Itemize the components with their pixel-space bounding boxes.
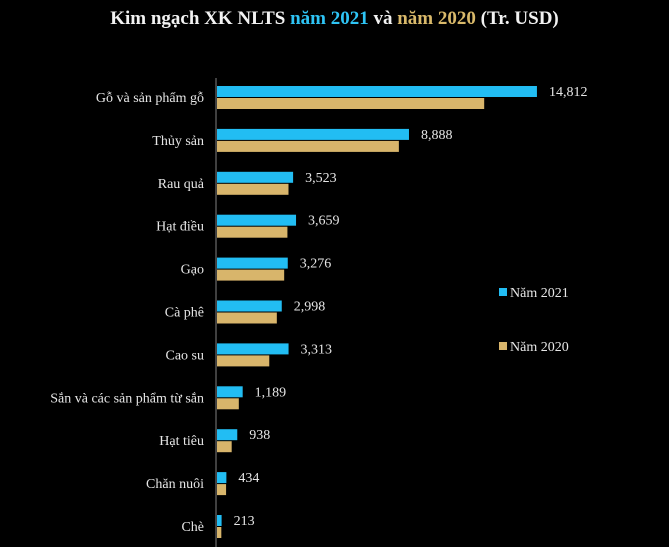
- data-label-2021: 3,523: [305, 171, 337, 186]
- category-label: Sắn và các sản phẩm từ sắn: [50, 391, 204, 406]
- data-label-2021: 2,998: [294, 300, 326, 315]
- bar-2021: [217, 171, 294, 183]
- bar-2020: [217, 183, 289, 195]
- category-label: Cà phê: [165, 306, 204, 321]
- category-label: Chè: [181, 520, 204, 535]
- bar-2021: [217, 472, 227, 484]
- category-label: Chăn nuôi: [146, 477, 204, 492]
- category-label: Cao su: [166, 348, 205, 363]
- data-label-2021: 3,276: [300, 257, 332, 272]
- chart-title: Kim ngạch XK NLTS năm 2021 và năm 2020 (…: [0, 8, 669, 30]
- category-label: Rau quả: [158, 177, 205, 192]
- title-year-2020: năm 2020: [397, 8, 476, 29]
- bar-2020: [217, 484, 227, 496]
- bar-2021: [217, 128, 409, 140]
- category-label: Gỗ và sản phẩm gỗ: [96, 91, 204, 106]
- data-label-2021: 938: [249, 428, 270, 443]
- data-label-2021: 8,888: [421, 128, 453, 143]
- title-year-2021: năm 2021: [290, 8, 369, 29]
- legend-label: Năm 2020: [510, 340, 569, 355]
- data-label-2021: 434: [238, 471, 259, 486]
- bar-2021: [217, 429, 238, 441]
- bar-2021: [217, 214, 297, 226]
- category-label: Hạt tiêu: [159, 434, 204, 449]
- bar-2020: [217, 527, 222, 538]
- data-label-2021: 3,659: [308, 214, 340, 229]
- title-unit: (Tr. USD): [475, 8, 559, 29]
- bar-2021: [217, 343, 289, 355]
- category-label: Gạo: [181, 263, 204, 278]
- legend-swatch: [499, 342, 507, 350]
- bar-2021: [217, 515, 222, 526]
- bar-2020: [217, 269, 285, 281]
- bar-2020: [217, 98, 485, 109]
- bar-2020: [217, 398, 239, 410]
- legend-label: Năm 2021: [510, 286, 569, 301]
- bar-2020: [217, 312, 277, 324]
- data-label-2021: 213: [234, 514, 255, 529]
- category-label: Hạt điều: [156, 220, 204, 235]
- legend-swatch: [499, 288, 507, 296]
- bar-2020: [217, 140, 399, 152]
- bar-2021: [217, 86, 537, 97]
- category-label: Thủy sản: [152, 134, 204, 149]
- bar-2020: [217, 355, 270, 367]
- bar-2020: [217, 441, 232, 453]
- bar-2020: [217, 226, 288, 238]
- title-text-and: và: [368, 8, 398, 29]
- data-label-2021: 1,189: [255, 385, 287, 400]
- bar-2021: [217, 386, 243, 398]
- data-label-2021: 14,812: [549, 85, 588, 100]
- bar-2021: [217, 257, 288, 269]
- bar-2021: [217, 300, 282, 312]
- title-text: Kim ngạch XK NLTS: [110, 8, 291, 29]
- data-label-2021: 3,313: [301, 342, 333, 357]
